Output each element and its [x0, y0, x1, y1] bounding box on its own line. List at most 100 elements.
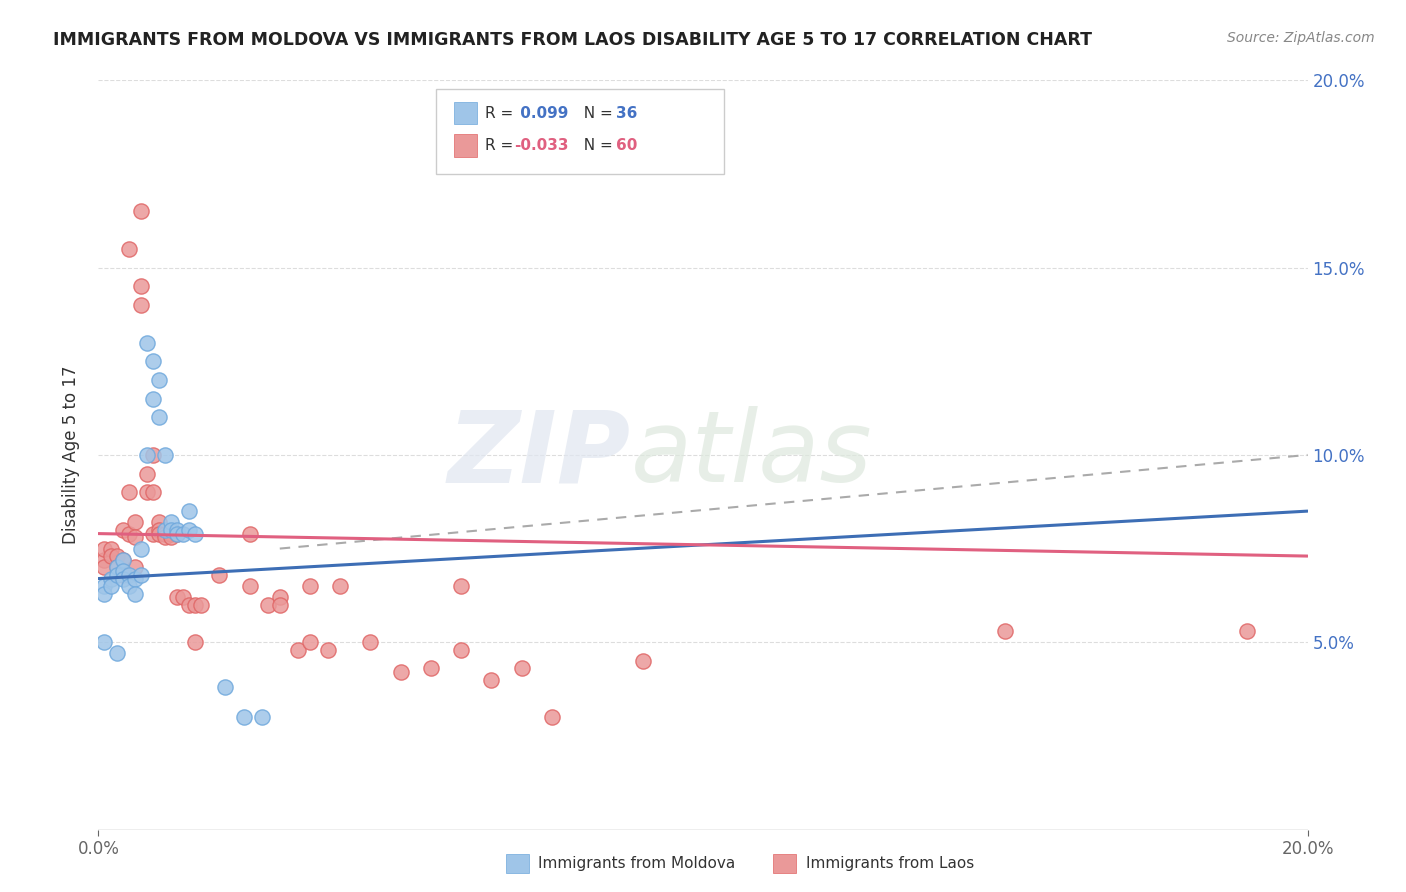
Point	[129, 279, 152, 293]
Point	[111, 523, 134, 537]
Point	[124, 586, 146, 600]
Y-axis label: Disability Age 5 to 17: Disability Age 5 to 17	[62, 366, 80, 544]
Point	[118, 579, 141, 593]
Text: IMMIGRANTS FROM MOLDOVA VS IMMIGRANTS FROM LAOS DISABILITY AGE 5 TO 17 CORRELATI: IMMIGRANTS FROM MOLDOVA VS IMMIGRANTS FR…	[53, 31, 1092, 49]
Point	[93, 560, 115, 574]
Point	[142, 526, 165, 541]
Point	[118, 526, 141, 541]
Point	[105, 567, 128, 582]
Point	[93, 553, 115, 567]
Point	[135, 448, 157, 462]
Point	[93, 635, 115, 649]
Point	[153, 523, 176, 537]
Point	[160, 530, 183, 544]
Point	[111, 567, 134, 582]
Point	[166, 591, 188, 605]
Point	[105, 560, 128, 574]
Text: R =: R =	[485, 138, 519, 153]
Point	[450, 579, 472, 593]
Point	[111, 564, 134, 578]
Text: Immigrants from Laos: Immigrants from Laos	[806, 856, 974, 871]
Point	[148, 526, 170, 541]
Point	[142, 392, 165, 406]
Point	[153, 526, 176, 541]
Point	[129, 298, 152, 312]
Point	[166, 523, 188, 537]
Point	[184, 635, 207, 649]
Point	[172, 526, 194, 541]
Point	[287, 642, 309, 657]
Point	[389, 665, 412, 680]
Point	[631, 654, 654, 668]
Point	[129, 204, 152, 219]
Point	[160, 523, 183, 537]
Point	[148, 523, 170, 537]
Point	[100, 572, 122, 586]
Text: -0.033: -0.033	[515, 138, 569, 153]
Point	[256, 598, 278, 612]
Point	[510, 661, 533, 675]
Text: R =: R =	[485, 106, 519, 120]
Point	[105, 560, 128, 574]
Point	[239, 579, 262, 593]
Point	[129, 541, 152, 556]
Point	[214, 680, 236, 694]
Point	[450, 642, 472, 657]
Point	[93, 586, 115, 600]
Point	[316, 642, 339, 657]
Point	[299, 635, 322, 649]
Point	[1236, 624, 1258, 638]
Point	[250, 710, 273, 724]
Point	[118, 567, 141, 582]
Point	[184, 598, 207, 612]
Point	[135, 335, 157, 350]
Point	[135, 485, 157, 500]
Point	[232, 710, 254, 724]
Point	[142, 354, 165, 368]
Text: ZIP: ZIP	[447, 407, 630, 503]
Text: N =: N =	[574, 138, 617, 153]
Text: Source: ZipAtlas.com: Source: ZipAtlas.com	[1227, 31, 1375, 45]
Point	[269, 591, 291, 605]
Point	[153, 530, 176, 544]
Point	[111, 553, 134, 567]
Point	[118, 242, 141, 256]
Point	[142, 448, 165, 462]
Point	[148, 410, 170, 425]
Text: 36: 36	[616, 106, 637, 120]
Point	[420, 661, 443, 675]
Text: 60: 60	[616, 138, 637, 153]
Point	[105, 647, 128, 661]
Point	[269, 598, 291, 612]
Point	[124, 516, 146, 530]
Point	[142, 485, 165, 500]
Point	[105, 549, 128, 563]
Point	[129, 567, 152, 582]
Point	[100, 579, 122, 593]
Point	[179, 598, 201, 612]
Point	[153, 448, 176, 462]
Text: Immigrants from Moldova: Immigrants from Moldova	[538, 856, 735, 871]
Point	[160, 516, 183, 530]
Point	[100, 541, 122, 556]
Point	[540, 710, 562, 724]
Text: 0.099: 0.099	[515, 106, 568, 120]
Point	[299, 579, 322, 593]
Point	[239, 526, 262, 541]
Point	[166, 526, 188, 541]
Point	[179, 504, 201, 518]
Point	[111, 553, 134, 567]
Point	[481, 673, 503, 687]
Point	[184, 526, 207, 541]
Point	[124, 560, 146, 574]
Point	[148, 516, 170, 530]
Point	[135, 467, 157, 481]
Point	[100, 549, 122, 563]
Point	[166, 526, 188, 541]
Text: atlas: atlas	[630, 407, 872, 503]
Point	[93, 579, 115, 593]
Point	[172, 591, 194, 605]
Point	[179, 523, 201, 537]
Point	[160, 526, 183, 541]
Point	[208, 567, 231, 582]
